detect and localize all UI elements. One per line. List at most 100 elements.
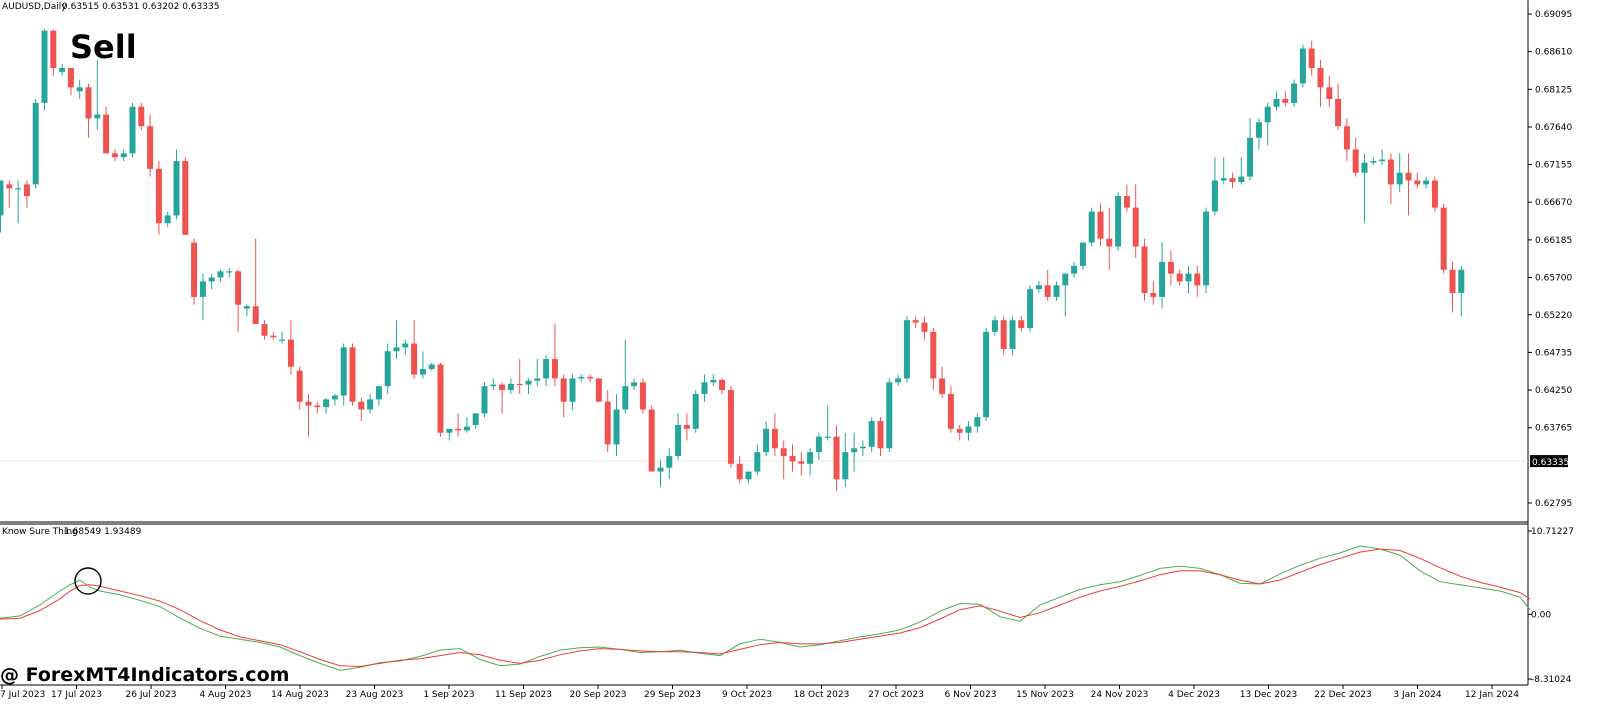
candle xyxy=(217,269,224,282)
candle-body xyxy=(367,399,374,410)
candle xyxy=(886,378,893,453)
candle xyxy=(103,106,110,154)
candle-body xyxy=(305,401,312,406)
candle xyxy=(675,413,682,460)
candle-body xyxy=(895,378,902,383)
candle xyxy=(67,67,74,96)
candle-body xyxy=(727,390,734,464)
candle-body xyxy=(1211,180,1218,212)
candle xyxy=(1414,172,1421,189)
candle xyxy=(789,444,796,472)
candle xyxy=(1282,91,1289,107)
candle-body xyxy=(657,467,664,472)
candle xyxy=(983,327,990,422)
candle-body xyxy=(701,382,708,394)
candle-body xyxy=(974,417,981,427)
candle-body xyxy=(859,446,866,449)
kst-indicator-pane xyxy=(0,545,1531,671)
candle xyxy=(1396,153,1403,193)
candle xyxy=(1211,157,1218,216)
candle-body xyxy=(1299,48,1306,84)
candle xyxy=(173,149,180,220)
candle-body xyxy=(199,281,206,297)
candle-body xyxy=(472,413,479,425)
candle-body xyxy=(1255,122,1262,138)
candle-body xyxy=(155,168,162,224)
candle xyxy=(1106,207,1113,270)
candle-body xyxy=(1229,178,1236,183)
candle-body xyxy=(279,339,286,341)
candle-body xyxy=(1379,159,1386,162)
candle xyxy=(1370,157,1377,165)
candle xyxy=(701,374,708,402)
candle-body xyxy=(1247,137,1254,177)
candle-body xyxy=(877,421,884,449)
candle xyxy=(0,180,4,233)
date-tick-label: 15 Nov 2023 xyxy=(1016,690,1074,700)
date-tick-label: 7 Jul 2023 xyxy=(0,690,45,700)
candle-body xyxy=(67,67,74,88)
candle xyxy=(296,366,303,410)
candle xyxy=(1405,153,1412,216)
candle-body xyxy=(349,347,356,402)
candle-body xyxy=(129,106,136,154)
candle-body xyxy=(595,378,602,402)
candle-body xyxy=(719,379,726,391)
candle xyxy=(252,238,259,325)
candle xyxy=(50,29,57,76)
candle xyxy=(23,180,30,208)
candle xyxy=(859,440,866,457)
candle xyxy=(1009,316,1016,356)
candle xyxy=(1229,172,1236,189)
candle-body xyxy=(666,456,673,468)
candle xyxy=(595,378,602,402)
candle-body xyxy=(1132,207,1139,247)
candle-body xyxy=(965,426,972,433)
candle xyxy=(1035,281,1042,294)
candle-body xyxy=(1352,149,1359,173)
candle xyxy=(490,378,497,391)
candle xyxy=(129,102,136,158)
candle xyxy=(604,390,611,453)
date-tick-label: 23 Aug 2023 xyxy=(346,690,404,700)
candle-body xyxy=(930,331,937,379)
candle xyxy=(393,320,400,360)
candle xyxy=(358,397,365,422)
candle-body xyxy=(534,378,541,381)
candle xyxy=(543,355,550,387)
candle-body xyxy=(912,320,919,323)
candle xyxy=(1123,184,1130,212)
candle xyxy=(1264,102,1271,146)
candle-body xyxy=(692,393,699,429)
candle-body xyxy=(1449,269,1456,294)
candle xyxy=(622,339,629,414)
candle-body xyxy=(789,456,796,462)
candle-body xyxy=(798,461,805,464)
candle-body xyxy=(191,242,198,297)
price-tick-label: 0.63765 xyxy=(1535,424,1572,434)
price-tick-label: 0.65700 xyxy=(1535,274,1572,284)
candle-body xyxy=(507,383,514,391)
candle xyxy=(930,327,937,391)
candle xyxy=(736,456,743,484)
candle-body xyxy=(639,382,646,410)
candle-body xyxy=(675,424,682,457)
candle-body xyxy=(1106,238,1113,247)
price-tick-label: 0.64735 xyxy=(1535,348,1572,358)
candle xyxy=(1115,192,1122,251)
candle-body xyxy=(1291,83,1298,103)
candle xyxy=(1361,153,1368,224)
ohlc-values: 0.63515 0.63531 0.63202 0.63335 xyxy=(62,2,219,12)
candle-body xyxy=(604,401,611,445)
date-tick-label: 6 Nov 2023 xyxy=(945,690,997,700)
candle-body xyxy=(745,471,752,480)
kst-line xyxy=(0,545,1531,671)
candle xyxy=(683,413,690,441)
candle xyxy=(1079,242,1086,270)
candle xyxy=(349,343,356,406)
candle-body xyxy=(1097,211,1104,239)
candle xyxy=(1167,250,1174,286)
date-axis-ticks: 7 Jul 2023 17 Jul 2023 26 Jul 2023 4 Aug 20… xyxy=(0,685,1519,700)
candle xyxy=(613,393,620,457)
